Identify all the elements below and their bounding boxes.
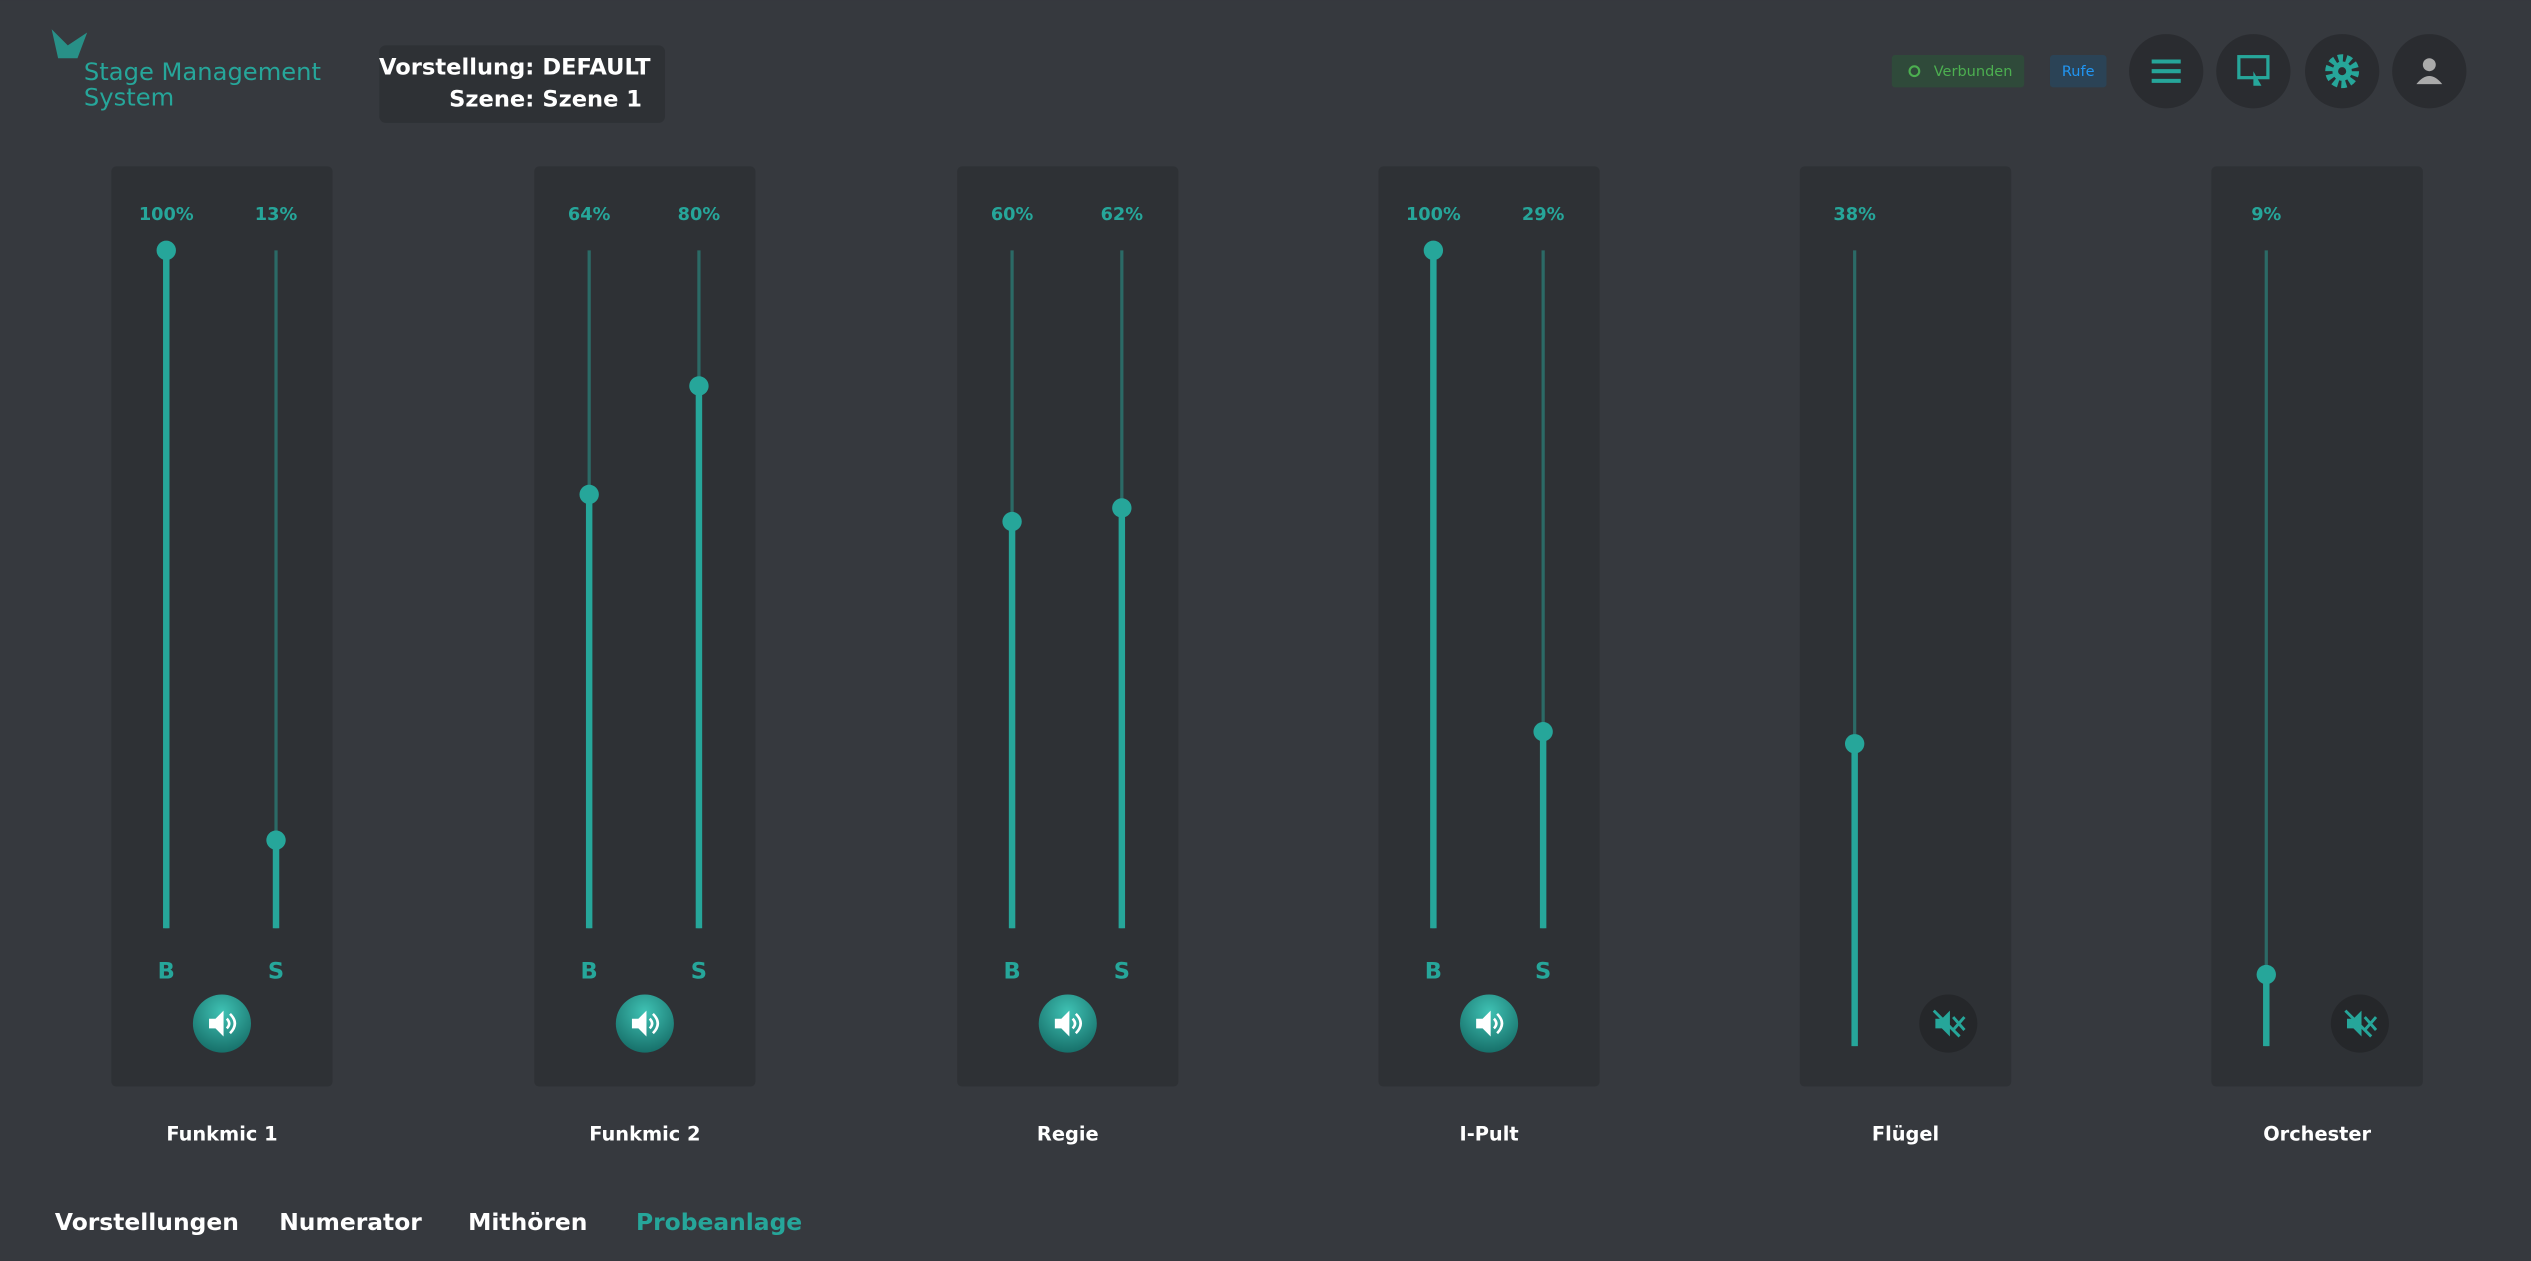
gear-icon (2325, 54, 2360, 89)
slider-thumb[interactable] (266, 830, 286, 850)
slider-value: 38% (1833, 205, 1876, 225)
slider-label: B (581, 958, 598, 984)
mute-icon (1932, 1009, 1966, 1038)
slider-label: B (1425, 958, 1442, 984)
nav-item[interactable]: Mithören (468, 1208, 587, 1236)
gear-icon (2338, 67, 2347, 76)
channel-panel (1799, 166, 2012, 1087)
slider-value: 9% (2251, 205, 2281, 225)
slider-label: B (1003, 958, 1020, 984)
nav-item[interactable]: Probeanlage (636, 1208, 802, 1236)
status-icon (1908, 65, 1921, 78)
logo: Stage Management System (51, 29, 321, 112)
channel-panel (534, 166, 756, 1087)
slider-label: S (1114, 958, 1130, 984)
status-text: Verbunden (1934, 64, 2013, 80)
slider-thumb[interactable] (579, 484, 599, 505)
channel-name: Funkmic 2 (589, 1122, 700, 1145)
channel-name: Flügel (1872, 1122, 1939, 1145)
user-icon (2422, 58, 2436, 72)
info-box (379, 45, 666, 123)
slider-label: S (268, 958, 284, 984)
slider-thumb[interactable] (156, 240, 176, 261)
logo-icon (51, 29, 88, 59)
logo-text: System (84, 84, 174, 112)
slider-thumb[interactable] (1844, 734, 1865, 754)
slider-value: 80% (678, 205, 721, 225)
screen-button[interactable] (2216, 34, 2291, 109)
mute-button[interactable] (2330, 994, 2389, 1053)
channel-panel (111, 166, 333, 1087)
info-label: Szene: (449, 87, 534, 113)
channels: 100% B 13% S Funkmic 1 64% B 80% S Funkmic 2 60% B 6… (111, 166, 2423, 1145)
info-label: Vorstellung: (379, 54, 534, 80)
status-badge (1891, 55, 2025, 88)
channel-name: I-Pult (1460, 1122, 1519, 1145)
mute-button[interactable] (1919, 994, 1978, 1053)
speaker-button[interactable] (615, 994, 674, 1053)
call-text[interactable]: Rufe (2062, 64, 2095, 80)
slider-label: B (158, 958, 175, 984)
menu-button[interactable] (2129, 34, 2204, 109)
slider-value: 100% (1406, 205, 1461, 225)
wave-icon (1492, 1012, 1504, 1035)
menu-icon (2151, 59, 2181, 83)
settings-button[interactable] (2305, 34, 2380, 109)
speaker-icon (631, 1010, 647, 1037)
nav-item[interactable]: Vorstellungen (55, 1208, 239, 1236)
nav-item[interactable]: Numerator (279, 1208, 422, 1236)
channel-name: Funkmic 1 (166, 1122, 277, 1145)
user-icon (2416, 76, 2443, 85)
channel-name: Orchester (2263, 1122, 2371, 1145)
info-value: DEFAULT (542, 54, 651, 80)
user-button[interactable] (2392, 34, 2467, 109)
slider-thumb[interactable] (2256, 964, 2276, 985)
slider-thumb[interactable] (1533, 722, 1553, 742)
slider-label: S (691, 958, 707, 984)
speaker-icon (1935, 1010, 1950, 1037)
call-badge[interactable] (2049, 55, 2107, 88)
slider-label: S (1535, 958, 1551, 984)
logo-text: Stage Management (84, 58, 321, 86)
slider-thumb[interactable] (1423, 240, 1444, 261)
slider-value: 62% (1101, 205, 1144, 225)
slider-value: 29% (1522, 205, 1565, 225)
channel-name: Regie (1037, 1122, 1099, 1145)
slider-value: 64% (568, 205, 611, 225)
slider-thumb[interactable] (1112, 498, 1132, 518)
wave-icon (225, 1012, 237, 1035)
wave-icon (648, 1012, 660, 1035)
nav: Vorstellungen Numerator Mithören Probeanlag… (55, 1208, 802, 1236)
channel-panel (1378, 166, 1600, 1087)
pointer-icon (2253, 71, 2262, 86)
speaker-button[interactable] (1038, 994, 1097, 1053)
info-value: Szene 1 (542, 87, 642, 113)
speaker-button[interactable] (192, 994, 252, 1053)
mute-icon (2344, 1009, 2378, 1038)
speaker-icon (209, 1010, 224, 1037)
speaker-icon (1476, 1010, 1491, 1037)
wave-icon (1071, 1012, 1082, 1035)
slider-thumb[interactable] (1002, 511, 1022, 532)
slider-thumb[interactable] (689, 376, 709, 396)
slider-value: 60% (991, 205, 1034, 225)
speaker-button[interactable] (1460, 994, 1519, 1053)
speaker-icon (1054, 1010, 1070, 1037)
channel-panel (2211, 166, 2423, 1087)
slider-value: 13% (255, 205, 298, 225)
slider-value: 100% (139, 205, 194, 225)
speaker-icon (2346, 1010, 2362, 1037)
channel-panel (957, 166, 1179, 1087)
